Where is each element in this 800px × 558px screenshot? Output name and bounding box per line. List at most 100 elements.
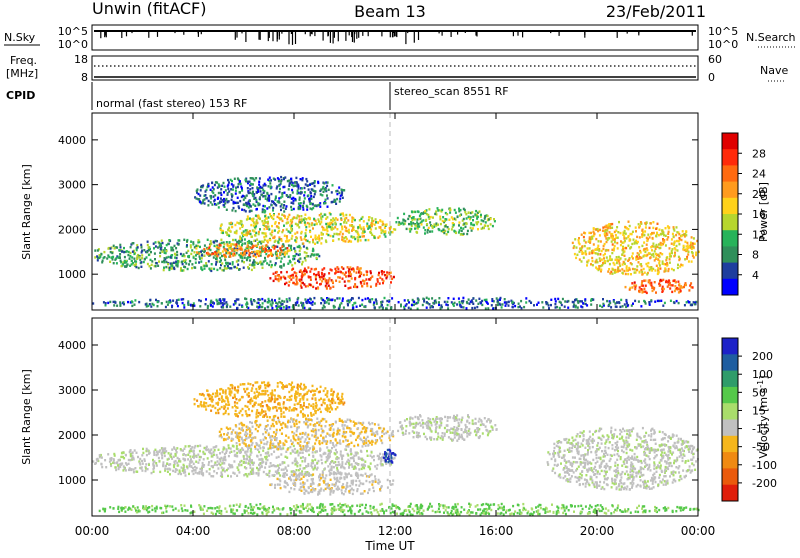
heatmap-cell <box>414 218 416 220</box>
heatmap-cell <box>146 454 148 456</box>
heatmap-cell <box>262 461 264 463</box>
heatmap-cell <box>212 252 214 254</box>
heatmap-cell <box>475 210 477 212</box>
heatmap-cell <box>599 229 601 231</box>
heatmap-cell <box>218 192 220 194</box>
heatmap-cell <box>380 439 382 441</box>
heatmap-cell <box>458 221 460 223</box>
heatmap-cell <box>321 276 323 278</box>
heatmap-cell <box>268 196 270 198</box>
heatmap-cell <box>285 456 287 458</box>
heatmap-cell <box>621 272 623 274</box>
heatmap-cell <box>266 456 268 458</box>
heatmap-cell <box>479 301 481 303</box>
heatmap-cell <box>220 471 222 473</box>
heatmap-cell <box>232 472 234 474</box>
heatmap-cell <box>671 268 673 270</box>
heatmap-cell <box>607 227 609 229</box>
heatmap-cell <box>241 209 243 211</box>
heatmap-cell <box>645 285 647 287</box>
heatmap-region <box>194 176 345 214</box>
heatmap-cell <box>315 276 317 278</box>
heatmap-cell <box>520 300 522 302</box>
heatmap-cell <box>101 463 103 465</box>
heatmap-cell <box>352 304 354 306</box>
heatmap-cell <box>265 463 267 465</box>
heatmap-cell <box>326 459 328 461</box>
heatmap-cell <box>239 191 241 193</box>
heatmap-cell <box>428 208 430 210</box>
heatmap-cell <box>423 226 425 228</box>
heatmap-cell <box>161 240 163 242</box>
heatmap-cell <box>482 220 484 222</box>
heatmap-cell <box>269 213 271 215</box>
heatmap-cell <box>256 186 258 188</box>
heatmap-cell <box>611 233 613 235</box>
heatmap-cell <box>302 452 304 454</box>
heatmap-cell <box>617 231 619 233</box>
heatmap-cell <box>613 300 615 302</box>
heatmap-cell <box>577 300 579 302</box>
heatmap-cell <box>364 461 366 463</box>
heatmap-cell <box>185 262 187 264</box>
heatmap-cell <box>243 230 245 232</box>
colorbar-tick-label: 8 <box>752 249 759 262</box>
heatmap-cell <box>403 219 405 221</box>
heatmap-cell <box>663 234 665 236</box>
heatmap-cell <box>227 184 229 186</box>
heatmap-cell <box>378 455 380 457</box>
heatmap-cell <box>408 307 410 309</box>
heatmap-cell <box>249 458 251 460</box>
heatmap-cell <box>674 290 676 292</box>
heatmap-cell <box>256 222 258 224</box>
heatmap-cell <box>625 306 627 308</box>
heatmap-cell <box>590 303 592 305</box>
heatmap-cell <box>352 267 354 269</box>
heatmap-cell <box>119 244 121 246</box>
heatmap-cell <box>652 253 654 255</box>
heatmap-cell <box>293 445 295 447</box>
heatmap-cell <box>217 456 219 458</box>
heatmap-cell <box>210 448 212 450</box>
heatmap-cell <box>438 229 440 231</box>
heatmap-cell <box>242 195 244 197</box>
heatmap-cell <box>651 269 653 271</box>
heatmap-cell <box>343 306 345 308</box>
heatmap-cell <box>445 303 447 305</box>
heatmap-cell <box>289 183 291 185</box>
heatmap-cell <box>130 252 132 254</box>
heatmap-cell <box>633 239 635 241</box>
heatmap-cell <box>103 251 105 253</box>
heatmap-cell <box>487 303 489 305</box>
heatmap-cell <box>328 449 330 451</box>
heatmap-cell <box>265 253 267 255</box>
heatmap-region <box>92 444 395 478</box>
heatmap-cell <box>230 188 232 190</box>
heatmap-cell <box>218 449 220 451</box>
heatmap-cell <box>612 238 614 240</box>
heatmap-cell <box>286 271 288 273</box>
heatmap-cell <box>222 232 224 234</box>
heatmap-cell <box>600 240 602 242</box>
heatmap-cell <box>625 258 627 260</box>
heatmap-cell <box>188 263 190 265</box>
heatmap-cell <box>246 473 248 475</box>
heatmap-cell <box>333 466 335 468</box>
heatmap-cell <box>258 464 260 466</box>
heatmap-cell <box>442 229 444 231</box>
heatmap-cell <box>639 236 641 238</box>
heatmap-cell <box>384 230 386 232</box>
heatmap-cell <box>417 298 419 300</box>
heatmap-cell <box>343 214 345 216</box>
heatmap-cell <box>321 455 323 457</box>
heatmap-cell <box>655 228 657 230</box>
heatmap-cell <box>666 238 668 240</box>
heatmap-cell <box>460 209 462 211</box>
heatmap-cell <box>481 219 483 221</box>
heatmap-cell <box>487 307 489 309</box>
heatmap-cell <box>375 298 377 300</box>
heatmap-cell <box>314 237 316 239</box>
heatmap-cell <box>341 266 343 268</box>
heatmap-cell <box>382 223 384 225</box>
heatmap-cell <box>291 189 293 191</box>
